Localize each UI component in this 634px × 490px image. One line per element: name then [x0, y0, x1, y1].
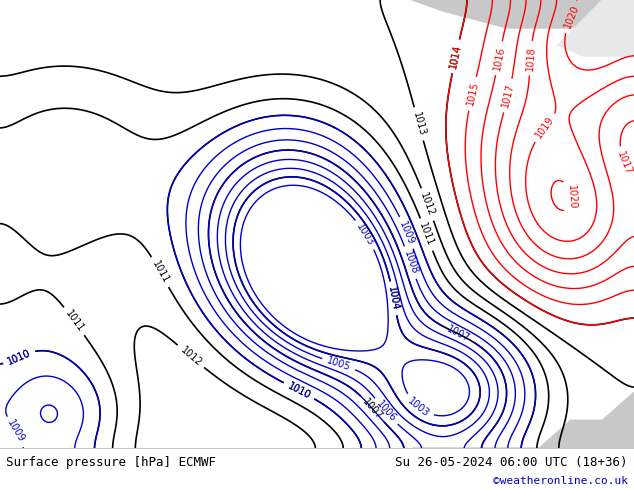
Text: 1017: 1017	[500, 82, 516, 109]
Polygon shape	[412, 0, 634, 28]
Text: 1011: 1011	[63, 308, 86, 334]
Text: 1010: 1010	[6, 347, 32, 367]
Text: 1012: 1012	[418, 191, 437, 218]
Text: 1007: 1007	[361, 396, 384, 421]
Text: 1017: 1017	[615, 150, 633, 176]
Text: 1014: 1014	[448, 43, 463, 69]
Text: Su 26-05-2024 06:00 UTC (18+36): Su 26-05-2024 06:00 UTC (18+36)	[395, 456, 628, 469]
Text: 1006: 1006	[374, 399, 398, 424]
Text: 1004: 1004	[387, 285, 401, 311]
Text: 1011: 1011	[418, 221, 436, 248]
Text: 1019: 1019	[533, 115, 556, 141]
Text: 1003: 1003	[406, 395, 431, 418]
Text: ©weatheronline.co.uk: ©weatheronline.co.uk	[493, 476, 628, 486]
Text: 1020: 1020	[566, 184, 577, 210]
Text: 1009: 1009	[398, 220, 416, 246]
Polygon shape	[412, 392, 634, 448]
Text: 1005: 1005	[325, 355, 352, 372]
Text: 1015: 1015	[465, 81, 480, 107]
Text: 1004: 1004	[387, 285, 401, 311]
Text: 1016: 1016	[492, 45, 506, 71]
Text: 1009: 1009	[6, 418, 27, 444]
Text: 1010: 1010	[6, 347, 32, 367]
Text: 1018: 1018	[524, 46, 536, 71]
Text: 1003: 1003	[354, 221, 376, 247]
Text: 1010: 1010	[286, 381, 312, 401]
Text: Surface pressure [hPa] ECMWF: Surface pressure [hPa] ECMWF	[6, 456, 216, 469]
Text: 1013: 1013	[411, 111, 427, 137]
Text: 1020: 1020	[562, 3, 581, 30]
Text: 1014: 1014	[448, 43, 463, 69]
Text: 1011: 1011	[150, 259, 171, 285]
Polygon shape	[558, 0, 634, 56]
Text: 1007: 1007	[445, 324, 472, 344]
Text: 1012: 1012	[178, 344, 204, 368]
Text: 1008: 1008	[401, 249, 419, 276]
Text: 1010: 1010	[286, 381, 312, 401]
